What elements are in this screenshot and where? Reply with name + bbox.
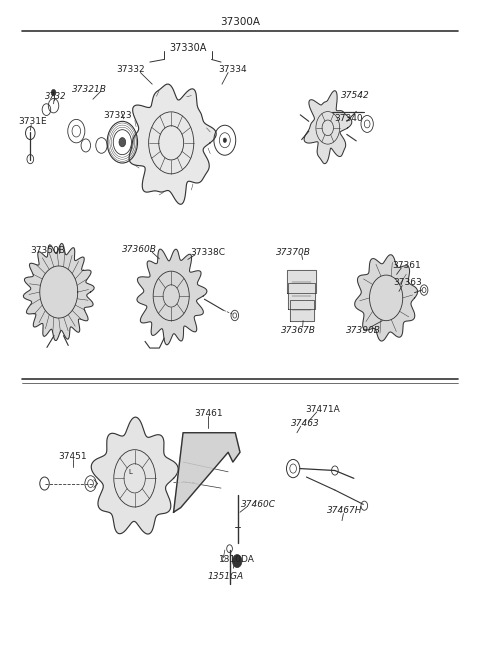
Text: 3731E: 3731E [18,117,47,126]
Text: 37451: 37451 [59,451,87,461]
Text: 37542: 37542 [341,91,370,101]
Text: 37461: 37461 [194,409,223,418]
Text: 37467H: 37467H [326,507,362,515]
Text: 37471A: 37471A [306,405,340,414]
Text: L: L [128,469,132,475]
Text: 37323: 37323 [104,111,132,120]
Circle shape [51,89,56,96]
Text: 37460C: 37460C [240,500,276,509]
Text: 37360B: 37360B [122,245,157,254]
Text: 37350B: 37350B [30,246,65,255]
Polygon shape [137,249,207,345]
Text: 37321B: 37321B [72,85,107,94]
Polygon shape [290,300,313,321]
Text: 37463: 37463 [290,419,319,428]
Polygon shape [288,283,315,309]
Circle shape [232,555,242,568]
Text: 37332: 37332 [117,66,145,74]
Text: 1351GA: 1351GA [208,572,244,581]
Polygon shape [174,433,240,512]
Polygon shape [304,91,352,164]
Text: 1310DA: 1310DA [219,555,254,564]
Polygon shape [288,270,316,293]
Text: 37370B: 37370B [276,248,311,257]
Text: 37330A: 37330A [169,43,206,53]
Polygon shape [129,84,216,204]
Polygon shape [91,417,178,534]
Text: 37361: 37361 [393,261,421,270]
Text: 3732: 3732 [45,92,67,101]
Circle shape [119,137,126,147]
Circle shape [223,138,227,143]
Text: 37363: 37363 [394,279,422,287]
Polygon shape [24,243,94,340]
Text: 37390B: 37390B [346,326,381,335]
Text: 37334: 37334 [218,66,247,74]
Polygon shape [355,255,418,341]
Text: 37338C: 37338C [191,248,226,257]
Text: 37367B: 37367B [281,326,316,335]
Text: 37300A: 37300A [220,17,260,28]
Text: 37340: 37340 [334,114,362,123]
